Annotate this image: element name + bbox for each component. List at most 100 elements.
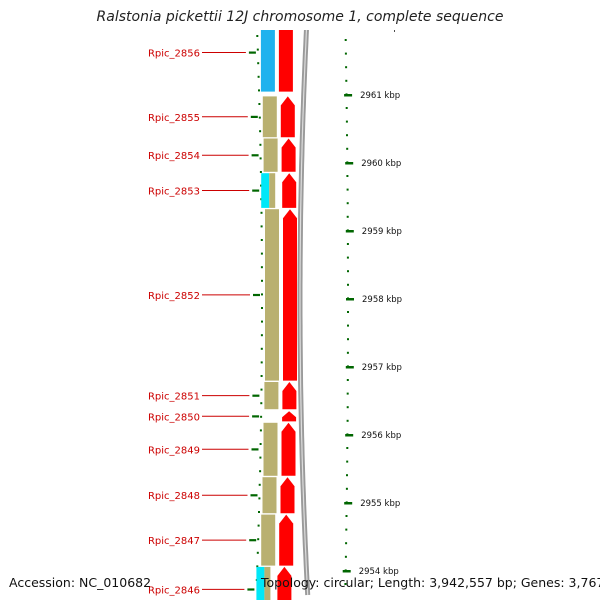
- kbp-tick-label: 2954 kbp: [359, 567, 399, 577]
- minor-tick: [345, 515, 348, 517]
- gene-tick: [250, 115, 258, 118]
- minor-tick: [260, 211, 263, 214]
- gene-label: Rpic_2848: [148, 491, 200, 502]
- major-tick: [344, 94, 353, 97]
- feature-bar-rpic_2847: [261, 514, 276, 566]
- minor-tick: [261, 307, 263, 309]
- gene-arrow-rpic_2848: [280, 477, 295, 514]
- gene-arrow-rpic_2853: [282, 173, 297, 208]
- kbp-tick-label: 2959 kbp: [362, 227, 402, 237]
- gene-arrow-rpic_2855: [280, 96, 295, 138]
- major-tick: [345, 230, 354, 233]
- minor-tick: [346, 447, 349, 449]
- minor-tick: [345, 487, 348, 490]
- gene-tick: [251, 448, 259, 451]
- gene-tick: [248, 51, 256, 54]
- minor-tick: [345, 120, 348, 123]
- minor-tick: [260, 225, 263, 228]
- minor-tick: [345, 528, 348, 531]
- feature-bar-rpic_2846: [256, 566, 265, 600]
- minor-tick: [260, 388, 263, 391]
- gene-label: Rpic_2847: [148, 536, 200, 547]
- feature-bar-rpic_2855: [262, 96, 277, 138]
- minor-tick: [257, 538, 260, 541]
- feature-bar-rpic_2852: [265, 209, 279, 381]
- minor-tick: [259, 157, 262, 160]
- kbp-tick-label: 2960 kbp: [361, 159, 401, 169]
- minor-tick: [258, 511, 260, 513]
- minor-tick: [258, 497, 261, 500]
- minor-tick: [346, 188, 349, 191]
- minor-tick: [257, 75, 260, 78]
- gene-tick: [251, 154, 259, 157]
- gene-tick: [250, 494, 258, 497]
- minor-tick: [346, 419, 349, 422]
- minor-tick: [256, 35, 259, 37]
- gene-arrow-rpic_2847: [279, 514, 294, 566]
- minor-tick: [259, 429, 262, 432]
- minor-tick: [259, 143, 262, 146]
- minor-tick: [257, 524, 260, 527]
- minor-tick: [260, 415, 263, 418]
- feature-bar-rpic_2853: [261, 173, 270, 208]
- minor-tick: [346, 379, 349, 381]
- minor-tick: [346, 406, 349, 409]
- gene-label: Rpic_2852: [148, 291, 200, 302]
- major-tick: [344, 502, 353, 505]
- minor-tick: [260, 239, 263, 241]
- gene-tick: [252, 415, 260, 418]
- minor-tick: [258, 103, 261, 105]
- minor-tick: [346, 134, 348, 137]
- kbp-tick-label: 2956 kbp: [361, 431, 401, 441]
- minor-tick: [347, 338, 349, 341]
- major-tick: [343, 26, 351, 29]
- gene-tick: [253, 293, 260, 297]
- minor-tick: [260, 361, 263, 364]
- minor-tick: [347, 324, 349, 327]
- feature-bar-rpic_2849: [263, 422, 278, 476]
- gene-label: Rpic_2851: [148, 392, 200, 403]
- feature-bar-rpic_2854: [263, 138, 278, 172]
- gene-arrow-rpic_2856: [278, 30, 293, 92]
- minor-tick: [346, 460, 349, 463]
- minor-tick: [258, 89, 260, 92]
- minor-tick: [256, 48, 259, 51]
- minor-tick: [346, 351, 349, 354]
- gene-label: Rpic_2853: [148, 187, 200, 198]
- gene-label: Rpic_2850: [148, 412, 200, 423]
- minor-tick: [345, 79, 348, 82]
- gene-label: Rpic_2854: [148, 151, 200, 162]
- minor-tick: [347, 311, 349, 313]
- minor-tick: [261, 293, 263, 296]
- minor-tick: [346, 175, 349, 177]
- minor-tick: [346, 392, 349, 395]
- minor-tick: [346, 147, 349, 150]
- minor-tick: [344, 555, 347, 558]
- minor-tick: [347, 283, 349, 286]
- major-tick: [345, 162, 354, 165]
- minor-tick: [260, 375, 263, 377]
- gene-arrow-rpic_2854: [281, 138, 296, 172]
- minor-tick: [260, 347, 263, 350]
- gene-arrow-rpic_2849: [281, 422, 296, 476]
- minor-tick: [346, 256, 349, 259]
- topology-label: Topology: circular; Length: 3,942,557 bp…: [261, 575, 600, 590]
- gene-arrow-rpic_2852: [283, 209, 297, 381]
- minor-tick: [261, 320, 263, 323]
- minor-tick: [344, 39, 347, 41]
- accession-label: Accession: NC_010682: [9, 575, 152, 590]
- kbp-tick-label: 2957 kbp: [362, 363, 402, 373]
- minor-tick: [260, 334, 263, 337]
- map-title: Ralstonia pickettii 12J chromosome 1, co…: [96, 9, 504, 25]
- gene-label: Rpic_2856: [148, 49, 200, 60]
- minor-tick: [346, 474, 348, 477]
- minor-tick: [260, 184, 263, 187]
- feature-bar-rpic_2851: [264, 382, 279, 410]
- minor-tick: [257, 62, 260, 65]
- minor-tick: [259, 130, 262, 133]
- gene-label: Rpic_2849: [148, 445, 200, 456]
- minor-tick: [344, 52, 347, 55]
- minor-tick: [258, 483, 261, 486]
- gene-arrow-rpic_2851: [282, 382, 297, 410]
- backbone-highlight: [299, 30, 309, 596]
